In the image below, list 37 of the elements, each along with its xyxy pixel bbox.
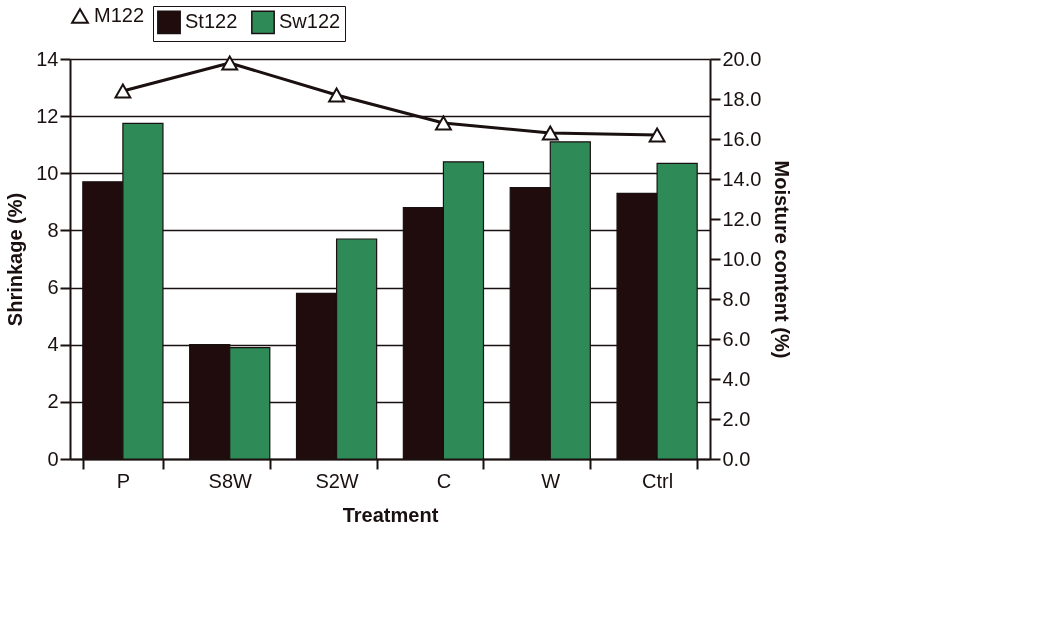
legend-label: M122 [94, 4, 145, 26]
x-tick-label: P [116, 469, 131, 492]
y-tick-label: 2 [47, 390, 59, 413]
x-axis-title: Treatment [342, 503, 439, 526]
x-tick-label: S8W [208, 469, 253, 492]
y-tick-label: 10 [36, 161, 59, 184]
y2-tick-label: 18.0 [722, 87, 762, 110]
x-tick-label: Ctrl [642, 469, 674, 492]
y2-tick-label: 0.0 [722, 447, 751, 470]
point [328, 87, 345, 103]
x-tick-label: S2W [315, 469, 359, 492]
point [221, 55, 239, 71]
y2-tick-label: 4.0 [722, 367, 751, 390]
legend-label: St122 [185, 10, 238, 33]
x-tick-label: C [436, 469, 452, 492]
y-tick-label: 8 [47, 218, 59, 241]
y2-tick-label: 8.0 [722, 287, 751, 310]
point [648, 127, 666, 143]
point [435, 115, 452, 131]
y2-tick-label: 12.0 [722, 207, 762, 230]
y-tick-label: 4 [47, 333, 59, 356]
y2-axis-title: Moisture content (%) [771, 160, 794, 359]
y-tick-label: 0 [47, 447, 59, 470]
y-tick-label: 12 [36, 104, 59, 127]
y-axis-title: Shrinkage (%) [4, 192, 27, 327]
legend-label: Sw122 [279, 10, 341, 33]
y-tick-label: 6 [47, 276, 59, 299]
y2-tick-label: 10.0 [722, 247, 762, 270]
y2-tick-label: 16.0 [722, 127, 762, 150]
y-tick-label: 14 [36, 47, 59, 70]
point [114, 83, 132, 99]
point [541, 125, 559, 141]
y2-tick-label: 6.0 [722, 327, 751, 350]
y2-tick-label: 20.0 [722, 47, 762, 70]
y2-tick-label: 14.0 [722, 167, 762, 190]
y2-tick-label: 2.0 [722, 407, 751, 430]
x-tick-label: W [541, 469, 561, 492]
